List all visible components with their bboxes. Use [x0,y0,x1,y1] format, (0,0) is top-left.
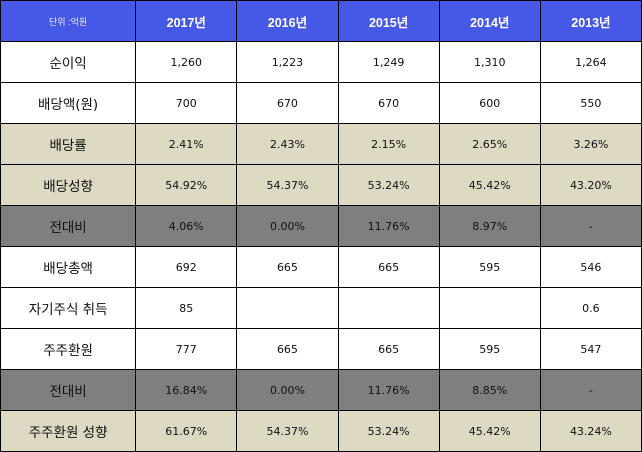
year-header: 2015년 [337,0,440,42]
table-cell: 45.42% [438,164,541,206]
row-label: 배당총액 [0,246,137,288]
table-cell: 665 [236,328,339,370]
table-cell: 1,264 [539,41,642,83]
table-cell: 53.24% [337,164,440,206]
table-cell: 1,310 [438,41,541,83]
table-cell: 54.92% [135,164,238,206]
row-label: 전대비 [0,369,137,411]
table-cell: 550 [539,82,642,124]
year-header: 2014년 [438,0,541,42]
table-cell: 4.06% [135,205,238,247]
table-cell: 2.43% [236,123,339,165]
table-cell: 777 [135,328,238,370]
table-cell: 2.41% [135,123,238,165]
table-cell: 85 [135,287,238,329]
table-row: 배당률 2.41% 2.43% 2.15% 2.65% 3.26% [0,123,642,165]
table-row: 전대비 16.84% 0.00% 11.76% 8.85% - [0,369,642,411]
year-header: 2016년 [236,0,339,42]
table-cell: 0.6 [539,287,642,329]
row-label: 주주환원 성향 [0,410,137,452]
table-cell: 595 [438,246,541,288]
table-cell: 1,249 [337,41,440,83]
row-label: 배당률 [0,123,137,165]
table-cell: 54.37% [236,410,339,452]
table-cell: 61.67% [135,410,238,452]
table-row: 배당성향 54.92% 54.37% 53.24% 45.42% 43.20% [0,164,642,206]
table-cell: 53.24% [337,410,440,452]
table-cell: 547 [539,328,642,370]
year-header: 2017년 [135,0,238,42]
table-cell: 665 [337,328,440,370]
table-cell: 2.15% [337,123,440,165]
table-cell: 670 [236,82,339,124]
table-cell: 692 [135,246,238,288]
table-cell [438,287,541,329]
table-cell: 8.97% [438,205,541,247]
row-label: 전대비 [0,205,137,247]
table-body: 순이익 1,260 1,223 1,249 1,310 1,264 배당액(원) 700 670… [0,41,642,452]
table-cell: 43.20% [539,164,642,206]
table-cell: 1,260 [135,41,238,83]
table-cell: 595 [438,328,541,370]
table-cell [337,287,440,329]
table-cell: 670 [337,82,440,124]
table-cell: 665 [337,246,440,288]
table-cell: 16.84% [135,369,238,411]
table-cell: 546 [539,246,642,288]
table-cell: 45.42% [438,410,541,452]
table-cell: 11.76% [337,205,440,247]
table-cell: - [539,205,642,247]
table-row: 자기주식 취득 85 0.6 [0,287,642,329]
row-label: 자기주식 취득 [0,287,137,329]
table-cell: 0.00% [236,369,339,411]
table-cell: 3.26% [539,123,642,165]
row-label: 주주환원 [0,328,137,370]
table-cell: 2.65% [438,123,541,165]
table-cell: 1,223 [236,41,339,83]
row-label: 배당액(원) [0,82,137,124]
table-row: 주주환원 성향 61.67% 54.37% 53.24% 45.42% 43.24% [0,410,642,452]
table-cell: 8.85% [438,369,541,411]
table-cell: 700 [135,82,238,124]
table-row: 주주환원 777 665 665 595 547 [0,328,642,370]
row-label: 배당성향 [0,164,137,206]
table-cell: 43.24% [539,410,642,452]
table-cell: - [539,369,642,411]
table-cell: 54.37% [236,164,339,206]
table-row: 순이익 1,260 1,223 1,249 1,310 1,264 [0,41,642,83]
table-row: 배당총액 692 665 665 595 546 [0,246,642,288]
table-cell: 11.76% [337,369,440,411]
row-label: 순이익 [0,41,137,83]
table-cell: 0.00% [236,205,339,247]
unit-label: 단위 :억원 [0,0,137,42]
table-row: 배당액(원) 700 670 670 600 550 [0,82,642,124]
header-row: 단위 :억원 2017년 2016년 2015년 2014년 2013년 [0,0,642,42]
table-cell [236,287,339,329]
table-row: 전대비 4.06% 0.00% 11.76% 8.97% - [0,205,642,247]
table-cell: 665 [236,246,339,288]
year-header: 2013년 [539,0,642,42]
table-cell: 600 [438,82,541,124]
